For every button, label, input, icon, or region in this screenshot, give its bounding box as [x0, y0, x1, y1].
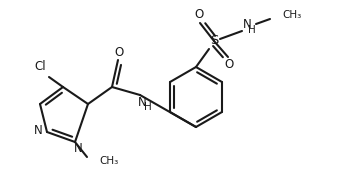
Text: N: N	[34, 124, 42, 137]
Text: N: N	[243, 18, 251, 31]
Text: S: S	[210, 35, 218, 48]
Text: O: O	[224, 59, 234, 72]
Text: N: N	[137, 96, 147, 109]
Text: H: H	[248, 25, 256, 35]
Text: H: H	[144, 102, 152, 112]
Text: CH₃: CH₃	[282, 10, 301, 20]
Text: O: O	[195, 9, 204, 22]
Text: N: N	[74, 143, 82, 156]
Text: O: O	[114, 46, 124, 59]
Text: CH₃: CH₃	[99, 156, 118, 166]
Text: Cl: Cl	[34, 61, 46, 74]
